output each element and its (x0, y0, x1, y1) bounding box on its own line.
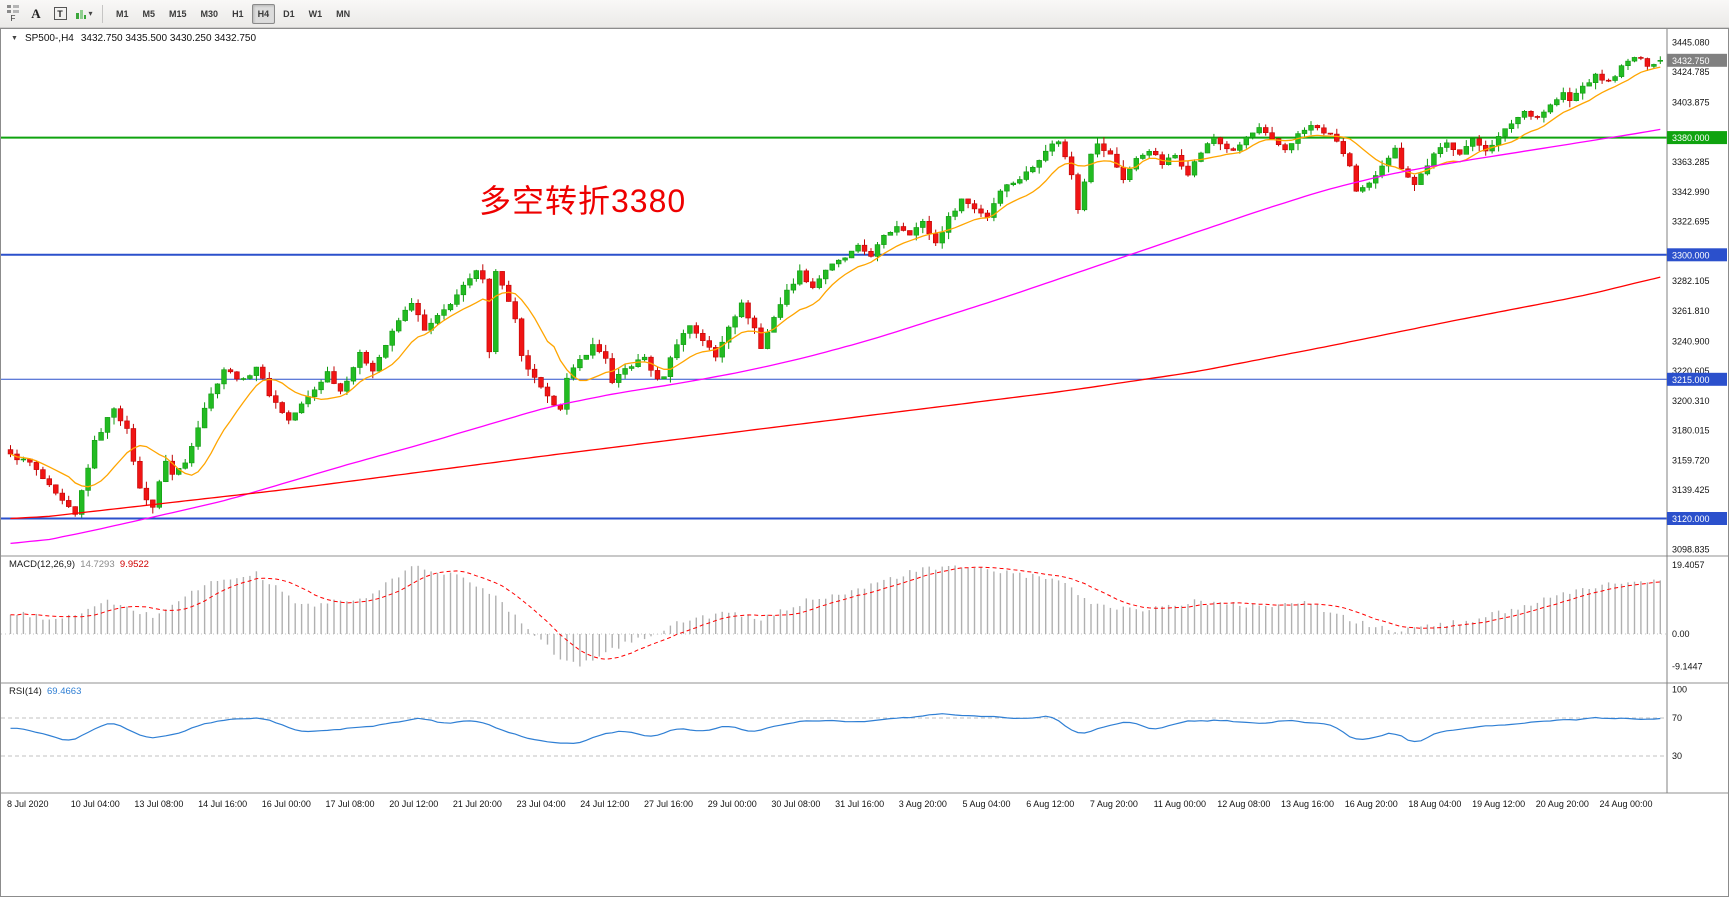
timeframe-m1-button[interactable]: M1 (110, 4, 135, 24)
timeframe-m15-button[interactable]: M15 (163, 4, 193, 24)
svg-text:7 Aug 20:00: 7 Aug 20:00 (1090, 799, 1138, 809)
svg-text:3380.000: 3380.000 (1672, 133, 1710, 143)
svg-text:20 Aug 20:00: 20 Aug 20:00 (1536, 799, 1589, 809)
chart-list-icon (7, 5, 19, 13)
timeframe-h1-button[interactable]: H1 (226, 4, 250, 24)
svg-text:3261.810: 3261.810 (1672, 306, 1710, 316)
text-box-tool-button[interactable]: T (49, 3, 71, 25)
price-hlines[interactable] (1, 136, 1667, 520)
svg-text:16 Jul 00:00: 16 Jul 00:00 (262, 799, 311, 809)
macd-histogram (9, 565, 1662, 667)
chart-title: ▼ SP500-,H4 3432.750 3435.500 3430.250 3… (11, 33, 256, 44)
svg-text:3403.875: 3403.875 (1672, 98, 1710, 108)
price-axis-tags: 3380.000 3300.000 3215.000 3120.000 3432.750 (1667, 53, 1727, 525)
ohlc-readout: 3432.750 3435.500 3430.250 3432.750 (80, 33, 257, 44)
svg-text:6 Aug 12:00: 6 Aug 12:00 (1026, 799, 1074, 809)
svg-text:3215.000: 3215.000 (1672, 375, 1710, 385)
chevron-down-icon: ▾ (88, 9, 93, 18)
rsi-label: RSI(14) 69.4663 (9, 686, 82, 697)
svg-text:3200.310: 3200.310 (1672, 396, 1710, 406)
timeframe-m30-button[interactable]: M30 (195, 4, 225, 24)
timeframe-h4-button[interactable]: H4 (251, 3, 276, 24)
svg-text:70: 70 (1672, 713, 1682, 723)
svg-text:24 Jul 12:00: 24 Jul 12:00 (580, 799, 629, 809)
timeframe-d1-button[interactable]: D1 (277, 4, 301, 24)
timeframe-w1-button[interactable]: W1 (303, 4, 329, 24)
rsi-value: 69.4663 (47, 686, 82, 697)
indicators-icon (76, 9, 87, 19)
svg-text:24 Aug 00:00: 24 Aug 00:00 (1600, 799, 1653, 809)
svg-text:20 Jul 12:00: 20 Jul 12:00 (389, 799, 438, 809)
letter-a-icon: A (31, 5, 41, 21)
chart-annotation[interactable]: 多空转折3380 (479, 183, 687, 219)
chart-canvas[interactable]: 3445.080 3424.785 3403.875 3363.285 3342.990… (1, 29, 1728, 896)
svg-text:3424.785: 3424.785 (1672, 67, 1710, 77)
svg-text:3159.720: 3159.720 (1672, 455, 1710, 465)
toolbar-drag-handle[interactable]: F (3, 4, 23, 23)
symbol-period-label: SP500-,H4 (24, 33, 74, 44)
svg-text:17 Jul 08:00: 17 Jul 08:00 (326, 799, 375, 809)
svg-text:100: 100 (1672, 685, 1687, 695)
svg-text:19.4057: 19.4057 (1672, 560, 1705, 570)
ma-fast-line[interactable] (10, 66, 1661, 488)
svg-text:3342.990: 3342.990 (1672, 187, 1710, 197)
rsi-level-lines (1, 717, 1667, 757)
svg-text:16 Aug 20:00: 16 Aug 20:00 (1345, 799, 1398, 809)
svg-text:3139.425: 3139.425 (1672, 485, 1710, 495)
symbol-marker-icon: ▼ (11, 35, 18, 42)
macd-signal-line (10, 566, 1661, 660)
timeframe-mn-button[interactable]: MN (330, 4, 356, 24)
svg-text:10 Jul 04:00: 10 Jul 04:00 (71, 799, 120, 809)
ma-medium-line[interactable] (10, 128, 1661, 545)
svg-text:13 Aug 16:00: 13 Aug 16:00 (1281, 799, 1334, 809)
svg-text:3098.835: 3098.835 (1672, 545, 1710, 555)
macd-main-value: 14.7293 (80, 559, 115, 570)
svg-text:3180.015: 3180.015 (1672, 426, 1710, 436)
svg-text:3 Aug 20:00: 3 Aug 20:00 (899, 799, 947, 809)
macd-label: MACD(12,26,9) 14.7293 9.9522 (9, 559, 149, 570)
svg-text:3220.605: 3220.605 (1672, 366, 1710, 376)
svg-text:23 Jul 04:00: 23 Jul 04:00 (517, 799, 566, 809)
svg-text:18 Aug 04:00: 18 Aug 04:00 (1408, 799, 1461, 809)
svg-text:19 Aug 12:00: 19 Aug 12:00 (1472, 799, 1525, 809)
svg-text:3432.750: 3432.750 (1672, 56, 1710, 66)
svg-text:3363.285: 3363.285 (1672, 157, 1710, 167)
toolbar-f-label: F (10, 14, 16, 23)
panel-separators[interactable] (1, 29, 1728, 794)
svg-text:3282.105: 3282.105 (1672, 276, 1710, 286)
timeframe-m5-button[interactable]: M5 (137, 4, 162, 24)
svg-text:3120.000: 3120.000 (1672, 514, 1710, 524)
svg-text:3300.000: 3300.000 (1672, 250, 1710, 260)
svg-text:27 Jul 16:00: 27 Jul 16:00 (644, 799, 693, 809)
toolbar: F A T ▾ M1 M5 M15 M30 H1 H4 D1 W1 MN (0, 0, 1729, 28)
svg-text:11 Aug 00:00: 11 Aug 00:00 (1154, 799, 1206, 809)
price-axis[interactable]: 3445.080 3424.785 3403.875 3363.285 3342.990… (1672, 37, 1710, 761)
svg-text:12 Aug 08:00: 12 Aug 08:00 (1217, 799, 1270, 809)
svg-text:13 Jul 08:00: 13 Jul 08:00 (134, 799, 183, 809)
svg-text:29 Jul 00:00: 29 Jul 00:00 (708, 799, 757, 809)
time-axis[interactable]: 8 Jul 2020 10 Jul 04:00 13 Jul 08:00 14 Jul… (7, 799, 1653, 809)
svg-text:30 Jul 08:00: 30 Jul 08:00 (771, 799, 820, 809)
candles-layer (7, 56, 1664, 518)
rsi-line (10, 713, 1661, 745)
toolbar-separator (102, 4, 103, 23)
macd-signal-value: 9.9522 (119, 559, 149, 570)
indicators-button[interactable]: ▾ (73, 3, 95, 25)
svg-text:8 Jul 2020: 8 Jul 2020 (7, 799, 49, 809)
ma-slow-line[interactable] (10, 276, 1661, 520)
svg-text:3240.900: 3240.900 (1672, 336, 1710, 346)
svg-text:31 Jul 16:00: 31 Jul 16:00 (835, 799, 884, 809)
svg-text:30: 30 (1672, 751, 1682, 761)
text-label-tool-button[interactable]: A (25, 3, 47, 25)
svg-text:3322.695: 3322.695 (1672, 217, 1710, 227)
boxed-t-icon: T (53, 7, 67, 20)
svg-text:3445.080: 3445.080 (1672, 37, 1710, 47)
svg-text:21 Jul 20:00: 21 Jul 20:00 (453, 799, 502, 809)
chart-window: 3445.080 3424.785 3403.875 3363.285 3342.990… (0, 28, 1729, 897)
svg-text:-9.1447: -9.1447 (1672, 662, 1703, 672)
svg-text:14 Jul 16:00: 14 Jul 16:00 (198, 799, 247, 809)
svg-text:5 Aug 04:00: 5 Aug 04:00 (963, 799, 1011, 809)
svg-text:0.00: 0.00 (1672, 629, 1690, 639)
